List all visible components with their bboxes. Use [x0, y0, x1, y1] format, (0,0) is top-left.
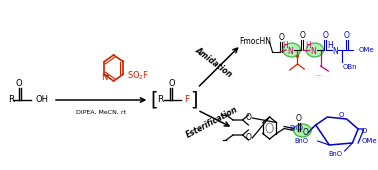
Text: O: O — [344, 30, 350, 39]
Text: OMe: OMe — [359, 47, 375, 53]
Text: SO$_2$F: SO$_2$F — [127, 70, 149, 82]
Text: H: H — [327, 40, 333, 49]
Text: R: R — [8, 96, 14, 105]
Text: O: O — [296, 114, 302, 123]
Text: F: F — [184, 96, 189, 105]
Text: BnO: BnO — [294, 138, 308, 144]
Text: OMe: OMe — [362, 138, 378, 144]
Text: FmocHN: FmocHN — [239, 38, 271, 47]
Text: OH: OH — [36, 96, 49, 105]
Ellipse shape — [283, 43, 301, 57]
Text: R: R — [157, 96, 163, 105]
Text: [: [ — [150, 90, 158, 109]
Text: N: N — [332, 47, 338, 55]
Text: O: O — [278, 33, 284, 42]
Text: O: O — [299, 31, 305, 40]
Text: O: O — [16, 80, 23, 89]
Text: N: N — [287, 47, 293, 55]
Text: O: O — [338, 112, 344, 118]
Text: O: O — [302, 128, 308, 137]
Text: Esterification: Esterification — [184, 105, 239, 139]
Text: OBn: OBn — [343, 64, 357, 70]
Text: BnO: BnO — [328, 151, 342, 157]
Text: DIPEA, MeCN, rt: DIPEA, MeCN, rt — [76, 109, 126, 115]
Text: N: N — [310, 47, 316, 55]
Text: O: O — [245, 114, 251, 123]
Text: O: O — [362, 128, 367, 134]
Text: O: O — [245, 133, 251, 142]
Text: ]: ] — [190, 90, 197, 109]
Ellipse shape — [306, 43, 324, 57]
Text: ....: .... — [315, 72, 322, 76]
Ellipse shape — [294, 124, 311, 137]
Text: O: O — [322, 31, 328, 40]
Text: H: H — [305, 40, 311, 49]
Text: H: H — [282, 41, 288, 50]
Text: N: N — [101, 73, 107, 82]
Text: O: O — [168, 80, 175, 89]
Text: Amidation: Amidation — [194, 45, 234, 79]
Text: BnO: BnO — [289, 125, 303, 131]
